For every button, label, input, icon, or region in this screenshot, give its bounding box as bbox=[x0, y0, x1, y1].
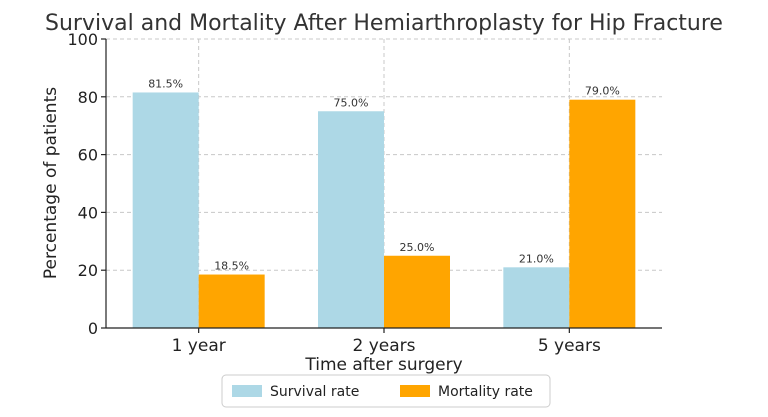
bar-mortality-rate bbox=[198, 274, 265, 328]
legend: Survival rate Mortality rate bbox=[221, 374, 551, 408]
x-tick-label: 1 year bbox=[172, 336, 226, 356]
tick-labels: 0 20 40 60 80 100 1 year 2 years 5 years bbox=[67, 30, 601, 356]
y-tick-label: 0 bbox=[88, 319, 98, 338]
y-tick-label: 80 bbox=[78, 88, 98, 107]
y-tick-label: 40 bbox=[78, 203, 98, 222]
chart-title: Survival and Mortality After Hemiarthrop… bbox=[45, 11, 723, 36]
legend-entry: Survival rate bbox=[270, 384, 359, 400]
bar-value-label: 79.0% bbox=[585, 85, 620, 98]
data-labels: 81.5% 18.5% 75.0% 25.0% 21.0% 79.0% bbox=[148, 77, 620, 272]
bar-value-label: 75.0% bbox=[334, 96, 369, 109]
legend-box bbox=[221, 374, 551, 408]
legend-swatch bbox=[232, 385, 262, 397]
x-tick-label: 5 years bbox=[538, 336, 601, 356]
legend-entry: Mortality rate bbox=[438, 384, 533, 400]
x-tick-label: 2 years bbox=[352, 336, 415, 356]
bar-value-label: 18.5% bbox=[214, 260, 249, 273]
bars bbox=[132, 92, 636, 328]
bar-survival-rate bbox=[503, 267, 570, 328]
legend-swatch bbox=[400, 385, 430, 397]
y-axis-label: Percentage of patients bbox=[41, 87, 61, 279]
bar-survival-rate bbox=[318, 111, 384, 328]
bar-value-label: 25.0% bbox=[400, 241, 435, 254]
axes bbox=[101, 38, 662, 333]
bar-mortality-rate bbox=[569, 99, 636, 328]
bar-value-label: 81.5% bbox=[148, 77, 183, 90]
bar-value-label: 21.0% bbox=[519, 252, 554, 265]
bar-survival-rate bbox=[132, 92, 199, 328]
bar-mortality-rate bbox=[384, 255, 450, 328]
y-tick-label: 60 bbox=[78, 146, 98, 165]
y-tick-label: 20 bbox=[78, 261, 98, 280]
x-axis-label: Time after surgery bbox=[304, 355, 462, 375]
y-tick-label: 100 bbox=[67, 30, 98, 49]
